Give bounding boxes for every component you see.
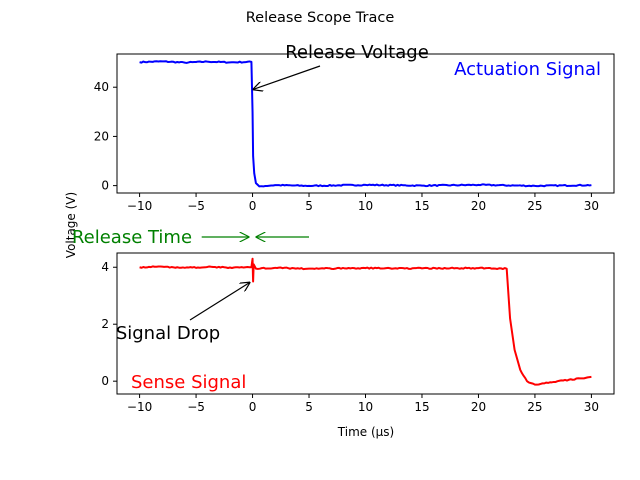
bottom-x-tick-label: 30	[584, 400, 599, 414]
bottom-x-tick-label: 25	[527, 400, 542, 414]
signal-drop-arrow	[189, 282, 250, 321]
top-y-tick-label: 40	[94, 80, 109, 94]
top-x-tick-label: −5	[187, 199, 205, 213]
x-axis-label: Time (μs)	[337, 425, 394, 439]
bottom-y-tick-label: 4	[101, 260, 109, 274]
bottom-x-tick-label: −5	[187, 400, 205, 414]
top-x-tick-label: 15	[414, 199, 429, 213]
release-time-label: Release Time	[72, 227, 192, 248]
bottom-x-tick-label: 10	[358, 400, 373, 414]
bottom-x-tick-label: 20	[471, 400, 486, 414]
actuation-signal-label: Actuation Signal	[454, 59, 601, 80]
top-x-tick-label: −10	[127, 199, 152, 213]
top-x-tick-label: 20	[471, 199, 486, 213]
actuation-signal-line	[139, 60, 592, 188]
top-tick-group: −10 −5 0 5 10 15 20 25 30 0 20 40	[94, 80, 599, 213]
bottom-tick-group: −10 −5 0 5 10 15 20 25 30 0 2 4	[101, 260, 599, 414]
bottom-x-tick-label: 0	[249, 400, 257, 414]
top-x-tick-label: 10	[358, 199, 373, 213]
sense-signal-label: Sense Signal	[131, 372, 246, 393]
bottom-x-tick-label: −10	[127, 400, 152, 414]
top-x-tick-label: 25	[527, 199, 542, 213]
bottom-y-tick-label: 2	[101, 317, 109, 331]
top-x-tick-label: 0	[249, 199, 257, 213]
top-y-tick-label: 0	[101, 179, 109, 193]
top-y-tick-label: 20	[94, 129, 109, 143]
bottom-y-tick-label: 0	[101, 374, 109, 388]
release-time-marker: Release Time	[72, 227, 309, 248]
figure-title: Release Scope Trace	[246, 10, 395, 26]
top-x-tick-label: 5	[305, 199, 313, 213]
signal-drop-annotation: Signal Drop	[116, 323, 220, 344]
top-x-tick-label: 30	[584, 199, 599, 213]
bottom-panel: −10 −5 0 5 10 15 20 25 30 0 2 4 Sense Signal Signal…	[101, 252, 615, 414]
bottom-x-tick-label: 15	[414, 400, 429, 414]
bottom-x-tick-label: 5	[305, 400, 313, 414]
release-voltage-annotation: Release Voltage	[285, 42, 429, 63]
release-voltage-arrow	[253, 65, 321, 90]
y-axis-label: Voltage (V)	[64, 192, 78, 258]
sense-signal-line	[139, 257, 592, 386]
